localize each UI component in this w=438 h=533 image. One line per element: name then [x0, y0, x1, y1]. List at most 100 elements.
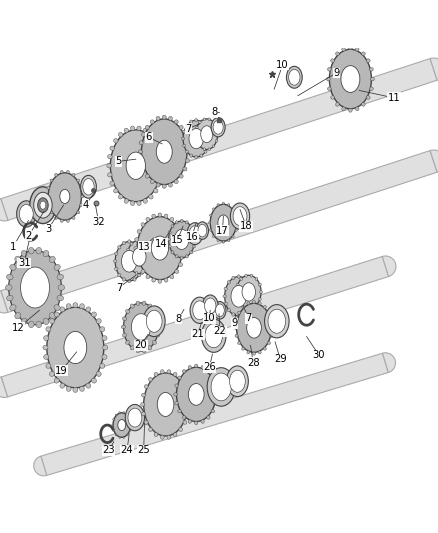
Ellipse shape: [146, 217, 150, 221]
Ellipse shape: [185, 124, 188, 127]
Ellipse shape: [139, 159, 143, 163]
Polygon shape: [1, 59, 437, 220]
Ellipse shape: [179, 230, 183, 233]
Ellipse shape: [212, 121, 215, 124]
Text: 19: 19: [55, 366, 68, 376]
Ellipse shape: [162, 115, 166, 119]
Ellipse shape: [174, 120, 178, 124]
Ellipse shape: [119, 411, 120, 413]
Ellipse shape: [205, 298, 216, 314]
Ellipse shape: [218, 215, 229, 230]
Ellipse shape: [168, 231, 171, 234]
Ellipse shape: [21, 318, 27, 325]
Ellipse shape: [10, 305, 16, 311]
Ellipse shape: [123, 333, 127, 337]
Ellipse shape: [250, 274, 253, 277]
Ellipse shape: [86, 307, 91, 312]
Ellipse shape: [110, 146, 114, 150]
Ellipse shape: [211, 373, 231, 401]
Ellipse shape: [100, 364, 105, 368]
Ellipse shape: [209, 214, 212, 216]
Ellipse shape: [146, 310, 162, 332]
Ellipse shape: [141, 272, 143, 274]
Ellipse shape: [60, 220, 63, 222]
Ellipse shape: [349, 46, 352, 50]
Text: 12: 12: [12, 323, 25, 333]
Ellipse shape: [44, 354, 49, 359]
Ellipse shape: [113, 260, 117, 263]
Ellipse shape: [336, 52, 339, 55]
Ellipse shape: [235, 214, 237, 216]
Polygon shape: [1, 256, 389, 397]
Ellipse shape: [50, 211, 53, 214]
Ellipse shape: [193, 301, 207, 320]
Ellipse shape: [142, 301, 146, 305]
Ellipse shape: [102, 336, 107, 341]
Ellipse shape: [208, 118, 210, 120]
Ellipse shape: [250, 302, 253, 305]
Text: 26: 26: [203, 362, 216, 372]
Ellipse shape: [188, 420, 191, 423]
Ellipse shape: [183, 144, 186, 147]
Ellipse shape: [215, 126, 218, 129]
Ellipse shape: [237, 275, 240, 278]
Ellipse shape: [57, 274, 64, 280]
Ellipse shape: [211, 409, 215, 413]
Ellipse shape: [207, 368, 235, 406]
Ellipse shape: [143, 199, 148, 203]
Ellipse shape: [137, 263, 141, 266]
Ellipse shape: [331, 95, 334, 99]
Ellipse shape: [143, 306, 165, 336]
Ellipse shape: [149, 133, 153, 137]
Ellipse shape: [115, 252, 118, 255]
Ellipse shape: [156, 183, 160, 187]
Text: 32: 32: [92, 217, 105, 227]
Ellipse shape: [201, 126, 213, 143]
Ellipse shape: [195, 140, 198, 142]
Ellipse shape: [60, 171, 63, 173]
Ellipse shape: [237, 275, 261, 309]
Wedge shape: [430, 58, 438, 80]
Wedge shape: [0, 377, 7, 398]
Ellipse shape: [182, 369, 186, 373]
Text: 24: 24: [121, 446, 133, 456]
Ellipse shape: [234, 326, 237, 329]
Ellipse shape: [196, 119, 218, 150]
Ellipse shape: [183, 421, 187, 424]
Ellipse shape: [233, 207, 247, 225]
Ellipse shape: [232, 235, 234, 238]
Ellipse shape: [194, 421, 198, 425]
Ellipse shape: [137, 201, 141, 206]
Ellipse shape: [198, 224, 207, 237]
Ellipse shape: [190, 154, 193, 157]
Ellipse shape: [196, 222, 208, 239]
Ellipse shape: [263, 305, 266, 309]
Ellipse shape: [169, 221, 195, 258]
Ellipse shape: [127, 414, 128, 416]
Ellipse shape: [129, 419, 131, 420]
Ellipse shape: [145, 125, 149, 130]
Ellipse shape: [141, 167, 145, 171]
Ellipse shape: [133, 248, 146, 266]
Ellipse shape: [148, 304, 152, 308]
Ellipse shape: [155, 333, 159, 337]
Ellipse shape: [153, 139, 158, 143]
Ellipse shape: [157, 181, 162, 185]
Ellipse shape: [17, 201, 36, 227]
Ellipse shape: [118, 419, 126, 431]
Ellipse shape: [289, 69, 300, 85]
Ellipse shape: [137, 126, 141, 131]
Ellipse shape: [145, 243, 148, 245]
Ellipse shape: [250, 287, 253, 290]
Ellipse shape: [38, 198, 48, 213]
Ellipse shape: [141, 402, 145, 406]
Ellipse shape: [255, 278, 258, 280]
Text: 17: 17: [216, 225, 229, 236]
Ellipse shape: [28, 321, 34, 328]
Ellipse shape: [355, 107, 359, 111]
Ellipse shape: [212, 208, 215, 210]
Wedge shape: [430, 150, 438, 172]
Ellipse shape: [80, 187, 83, 189]
Ellipse shape: [10, 264, 16, 270]
Text: 11: 11: [388, 93, 401, 103]
